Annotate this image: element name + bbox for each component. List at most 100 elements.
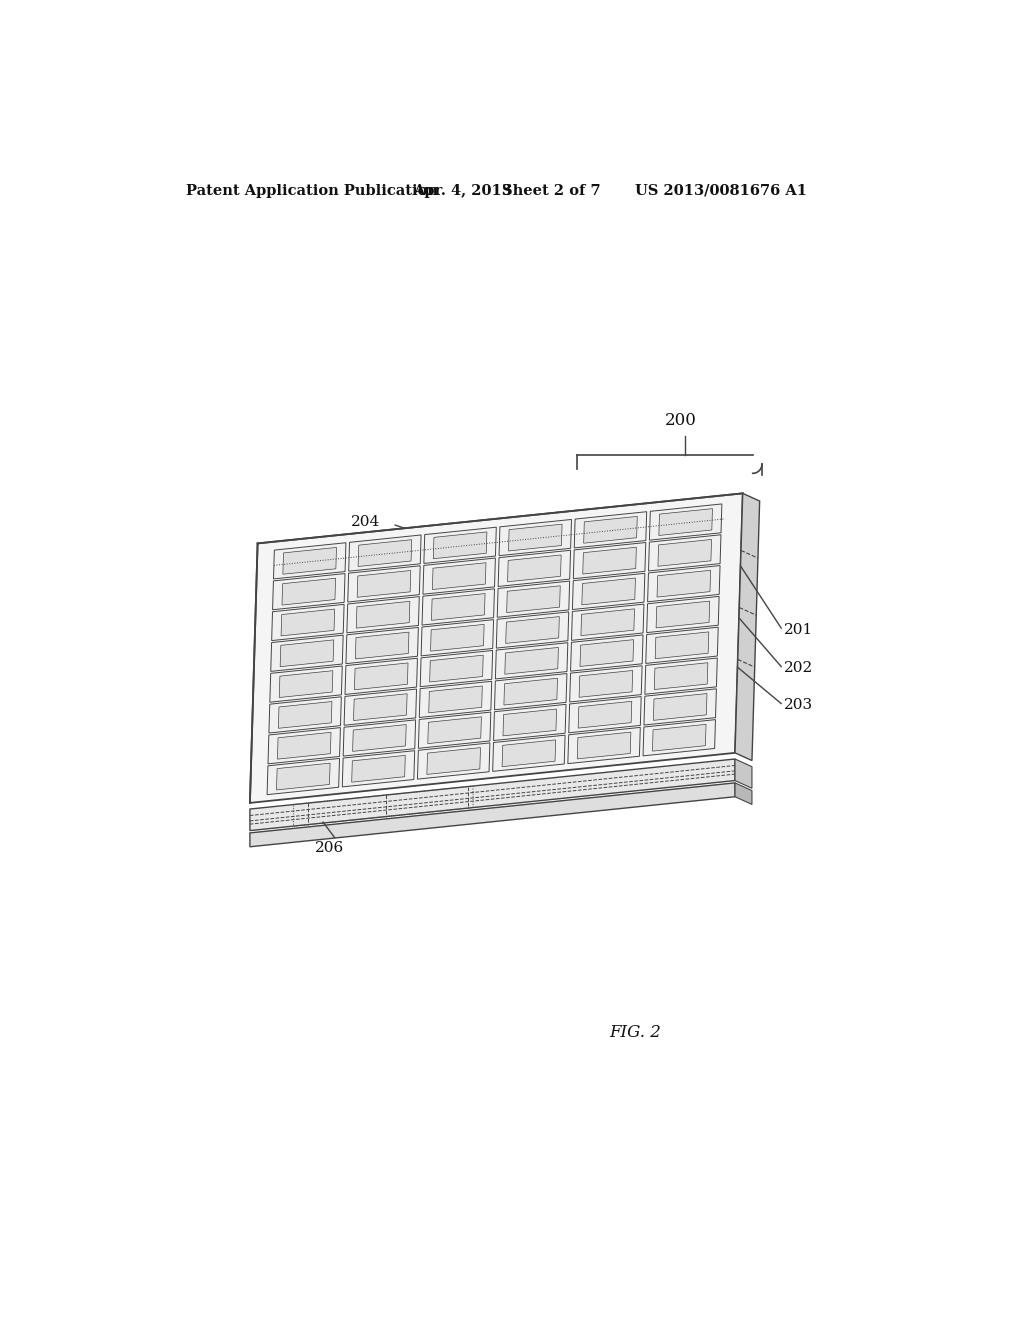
Polygon shape [281, 640, 334, 667]
Polygon shape [643, 719, 716, 756]
Polygon shape [428, 717, 481, 743]
Polygon shape [419, 681, 492, 718]
Polygon shape [347, 597, 419, 632]
Polygon shape [343, 719, 416, 756]
Polygon shape [342, 751, 415, 787]
Text: 200: 200 [666, 412, 697, 429]
Text: 203: 203 [783, 698, 813, 711]
Polygon shape [506, 616, 559, 643]
Text: FIG. 2: FIG. 2 [609, 1024, 660, 1041]
Polygon shape [568, 697, 641, 733]
Text: US 2013/0081676 A1: US 2013/0081676 A1 [635, 183, 807, 198]
Polygon shape [431, 594, 485, 620]
Polygon shape [497, 612, 568, 648]
Polygon shape [278, 733, 331, 759]
Polygon shape [495, 673, 567, 710]
Polygon shape [507, 586, 560, 612]
Polygon shape [356, 602, 410, 628]
Polygon shape [658, 540, 712, 566]
Polygon shape [352, 725, 407, 751]
Text: 205: 205 [310, 612, 339, 626]
Polygon shape [735, 494, 760, 760]
Polygon shape [572, 573, 645, 610]
Polygon shape [273, 543, 346, 579]
Polygon shape [345, 659, 418, 694]
Polygon shape [419, 711, 490, 748]
Polygon shape [652, 725, 707, 751]
Polygon shape [271, 605, 344, 640]
Polygon shape [582, 578, 636, 605]
Polygon shape [653, 693, 707, 721]
Polygon shape [269, 697, 341, 733]
Polygon shape [581, 609, 635, 636]
Polygon shape [349, 535, 421, 572]
Polygon shape [505, 647, 558, 675]
Polygon shape [571, 605, 644, 640]
Polygon shape [281, 609, 335, 636]
Polygon shape [498, 550, 570, 586]
Polygon shape [502, 739, 556, 767]
Polygon shape [499, 520, 571, 556]
Polygon shape [569, 665, 642, 702]
Polygon shape [658, 508, 713, 536]
Polygon shape [508, 554, 561, 582]
Text: 202: 202 [783, 661, 813, 675]
Polygon shape [504, 678, 557, 705]
Polygon shape [579, 701, 632, 729]
Polygon shape [574, 512, 647, 548]
Polygon shape [649, 504, 722, 540]
Polygon shape [353, 694, 408, 721]
Polygon shape [358, 540, 412, 566]
Polygon shape [647, 597, 719, 632]
Polygon shape [272, 573, 345, 610]
Polygon shape [646, 627, 718, 664]
Polygon shape [357, 570, 411, 597]
Text: Apr. 4, 2013: Apr. 4, 2013 [413, 183, 512, 198]
Polygon shape [735, 783, 752, 804]
Polygon shape [580, 640, 634, 667]
Polygon shape [250, 759, 735, 830]
Polygon shape [250, 494, 742, 803]
Polygon shape [430, 655, 483, 682]
Polygon shape [656, 601, 710, 628]
Polygon shape [573, 543, 646, 578]
Text: Patent Application Publication: Patent Application Publication [186, 183, 438, 198]
Polygon shape [584, 516, 637, 544]
Polygon shape [270, 635, 343, 672]
Polygon shape [421, 619, 494, 656]
Polygon shape [423, 558, 496, 594]
Polygon shape [283, 548, 337, 574]
Polygon shape [647, 565, 720, 602]
Polygon shape [429, 686, 482, 713]
Polygon shape [496, 643, 568, 678]
Polygon shape [644, 689, 717, 725]
Polygon shape [279, 701, 332, 729]
Polygon shape [280, 671, 333, 697]
Polygon shape [354, 663, 408, 690]
Polygon shape [655, 632, 709, 659]
Polygon shape [570, 635, 643, 671]
Polygon shape [351, 755, 406, 783]
Polygon shape [657, 570, 711, 597]
Text: 201: 201 [783, 623, 813, 636]
Text: 204: 204 [351, 515, 380, 529]
Text: 206: 206 [314, 841, 344, 854]
Polygon shape [648, 535, 721, 572]
Polygon shape [348, 566, 420, 602]
Polygon shape [427, 747, 480, 775]
Polygon shape [430, 624, 484, 651]
Polygon shape [433, 532, 486, 558]
Polygon shape [268, 727, 340, 764]
Polygon shape [503, 709, 557, 735]
Polygon shape [509, 524, 562, 550]
Polygon shape [578, 733, 631, 759]
Polygon shape [645, 657, 717, 694]
Polygon shape [250, 783, 735, 847]
Polygon shape [498, 581, 569, 618]
Polygon shape [493, 735, 565, 771]
Polygon shape [267, 759, 340, 795]
Polygon shape [568, 727, 640, 763]
Polygon shape [282, 578, 336, 605]
Polygon shape [432, 562, 486, 590]
Polygon shape [580, 671, 633, 697]
